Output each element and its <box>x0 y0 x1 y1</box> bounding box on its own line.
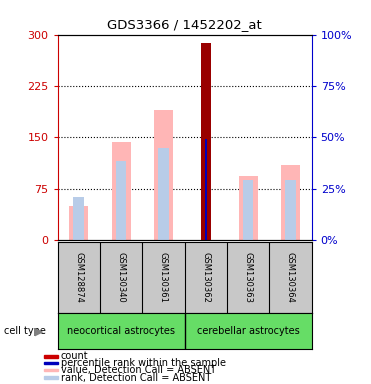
Bar <box>200 43 211 240</box>
Bar <box>154 110 173 240</box>
Text: GSM130364: GSM130364 <box>286 252 295 303</box>
Text: GSM130340: GSM130340 <box>116 252 125 303</box>
Text: ▶: ▶ <box>35 326 44 336</box>
Bar <box>44 376 58 379</box>
Text: GSM128874: GSM128874 <box>74 252 83 303</box>
Bar <box>44 355 58 358</box>
Bar <box>44 362 58 364</box>
Bar <box>285 180 296 240</box>
Text: GSM130363: GSM130363 <box>244 252 253 303</box>
Text: rank, Detection Call = ABSENT: rank, Detection Call = ABSENT <box>60 372 211 383</box>
Text: cerebellar astrocytes: cerebellar astrocytes <box>197 326 299 336</box>
Text: GSM130362: GSM130362 <box>201 252 210 303</box>
Bar <box>243 180 253 240</box>
Bar <box>239 176 257 240</box>
Text: neocortical astrocytes: neocortical astrocytes <box>67 326 175 336</box>
Bar <box>69 206 88 240</box>
Bar <box>44 369 58 371</box>
Bar <box>281 165 300 240</box>
Text: GSM130361: GSM130361 <box>159 252 168 303</box>
Bar <box>73 197 84 240</box>
Bar <box>158 147 169 240</box>
Text: cell type: cell type <box>4 326 46 336</box>
Bar <box>112 142 131 240</box>
Text: count: count <box>60 351 88 361</box>
Bar <box>205 139 207 240</box>
Text: percentile rank within the sample: percentile rank within the sample <box>60 358 226 368</box>
Text: value, Detection Call = ABSENT: value, Detection Call = ABSENT <box>60 365 216 375</box>
Bar <box>116 161 126 240</box>
Title: GDS3366 / 1452202_at: GDS3366 / 1452202_at <box>107 18 262 31</box>
